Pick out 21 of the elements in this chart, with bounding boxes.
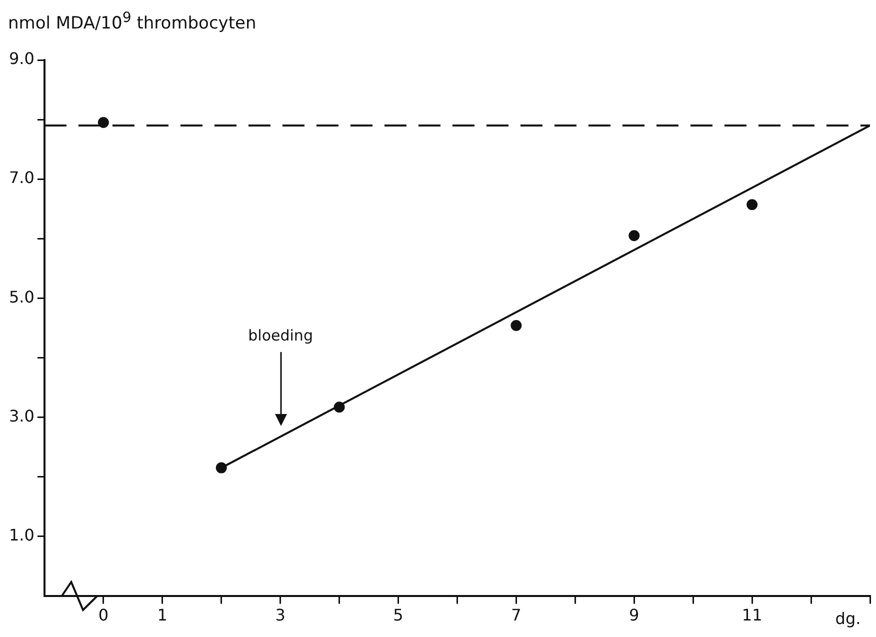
- point: [216, 462, 227, 474]
- x-tick-label: 5: [393, 606, 404, 625]
- y-tick-label: 5.0: [8, 287, 34, 306]
- x-tick-label: 7: [511, 606, 522, 625]
- x-tick-label: 1: [157, 606, 168, 625]
- annotation: bloeding: [248, 326, 313, 344]
- y-tick-label: 7.0: [8, 168, 34, 188]
- x-tick-label: 3: [275, 606, 286, 625]
- x-tick-label: 11: [742, 606, 762, 625]
- point: [746, 199, 758, 210]
- x-tick-label: 9: [629, 606, 640, 625]
- y-axis-title: nmol MDA/10$^{9}$ thrombocyten: [8, 10, 256, 34]
- point: [98, 117, 109, 128]
- point: [628, 230, 640, 242]
- x-tick-label: 0: [98, 606, 109, 625]
- y-tick-label: 9.0: [8, 49, 34, 68]
- point: [334, 402, 345, 413]
- point: [510, 320, 522, 332]
- x-axis-title: dg.: [835, 608, 861, 628]
- y-tick-label: 1.0: [8, 525, 34, 544]
- y-tick-label: 3.0: [8, 406, 34, 426]
